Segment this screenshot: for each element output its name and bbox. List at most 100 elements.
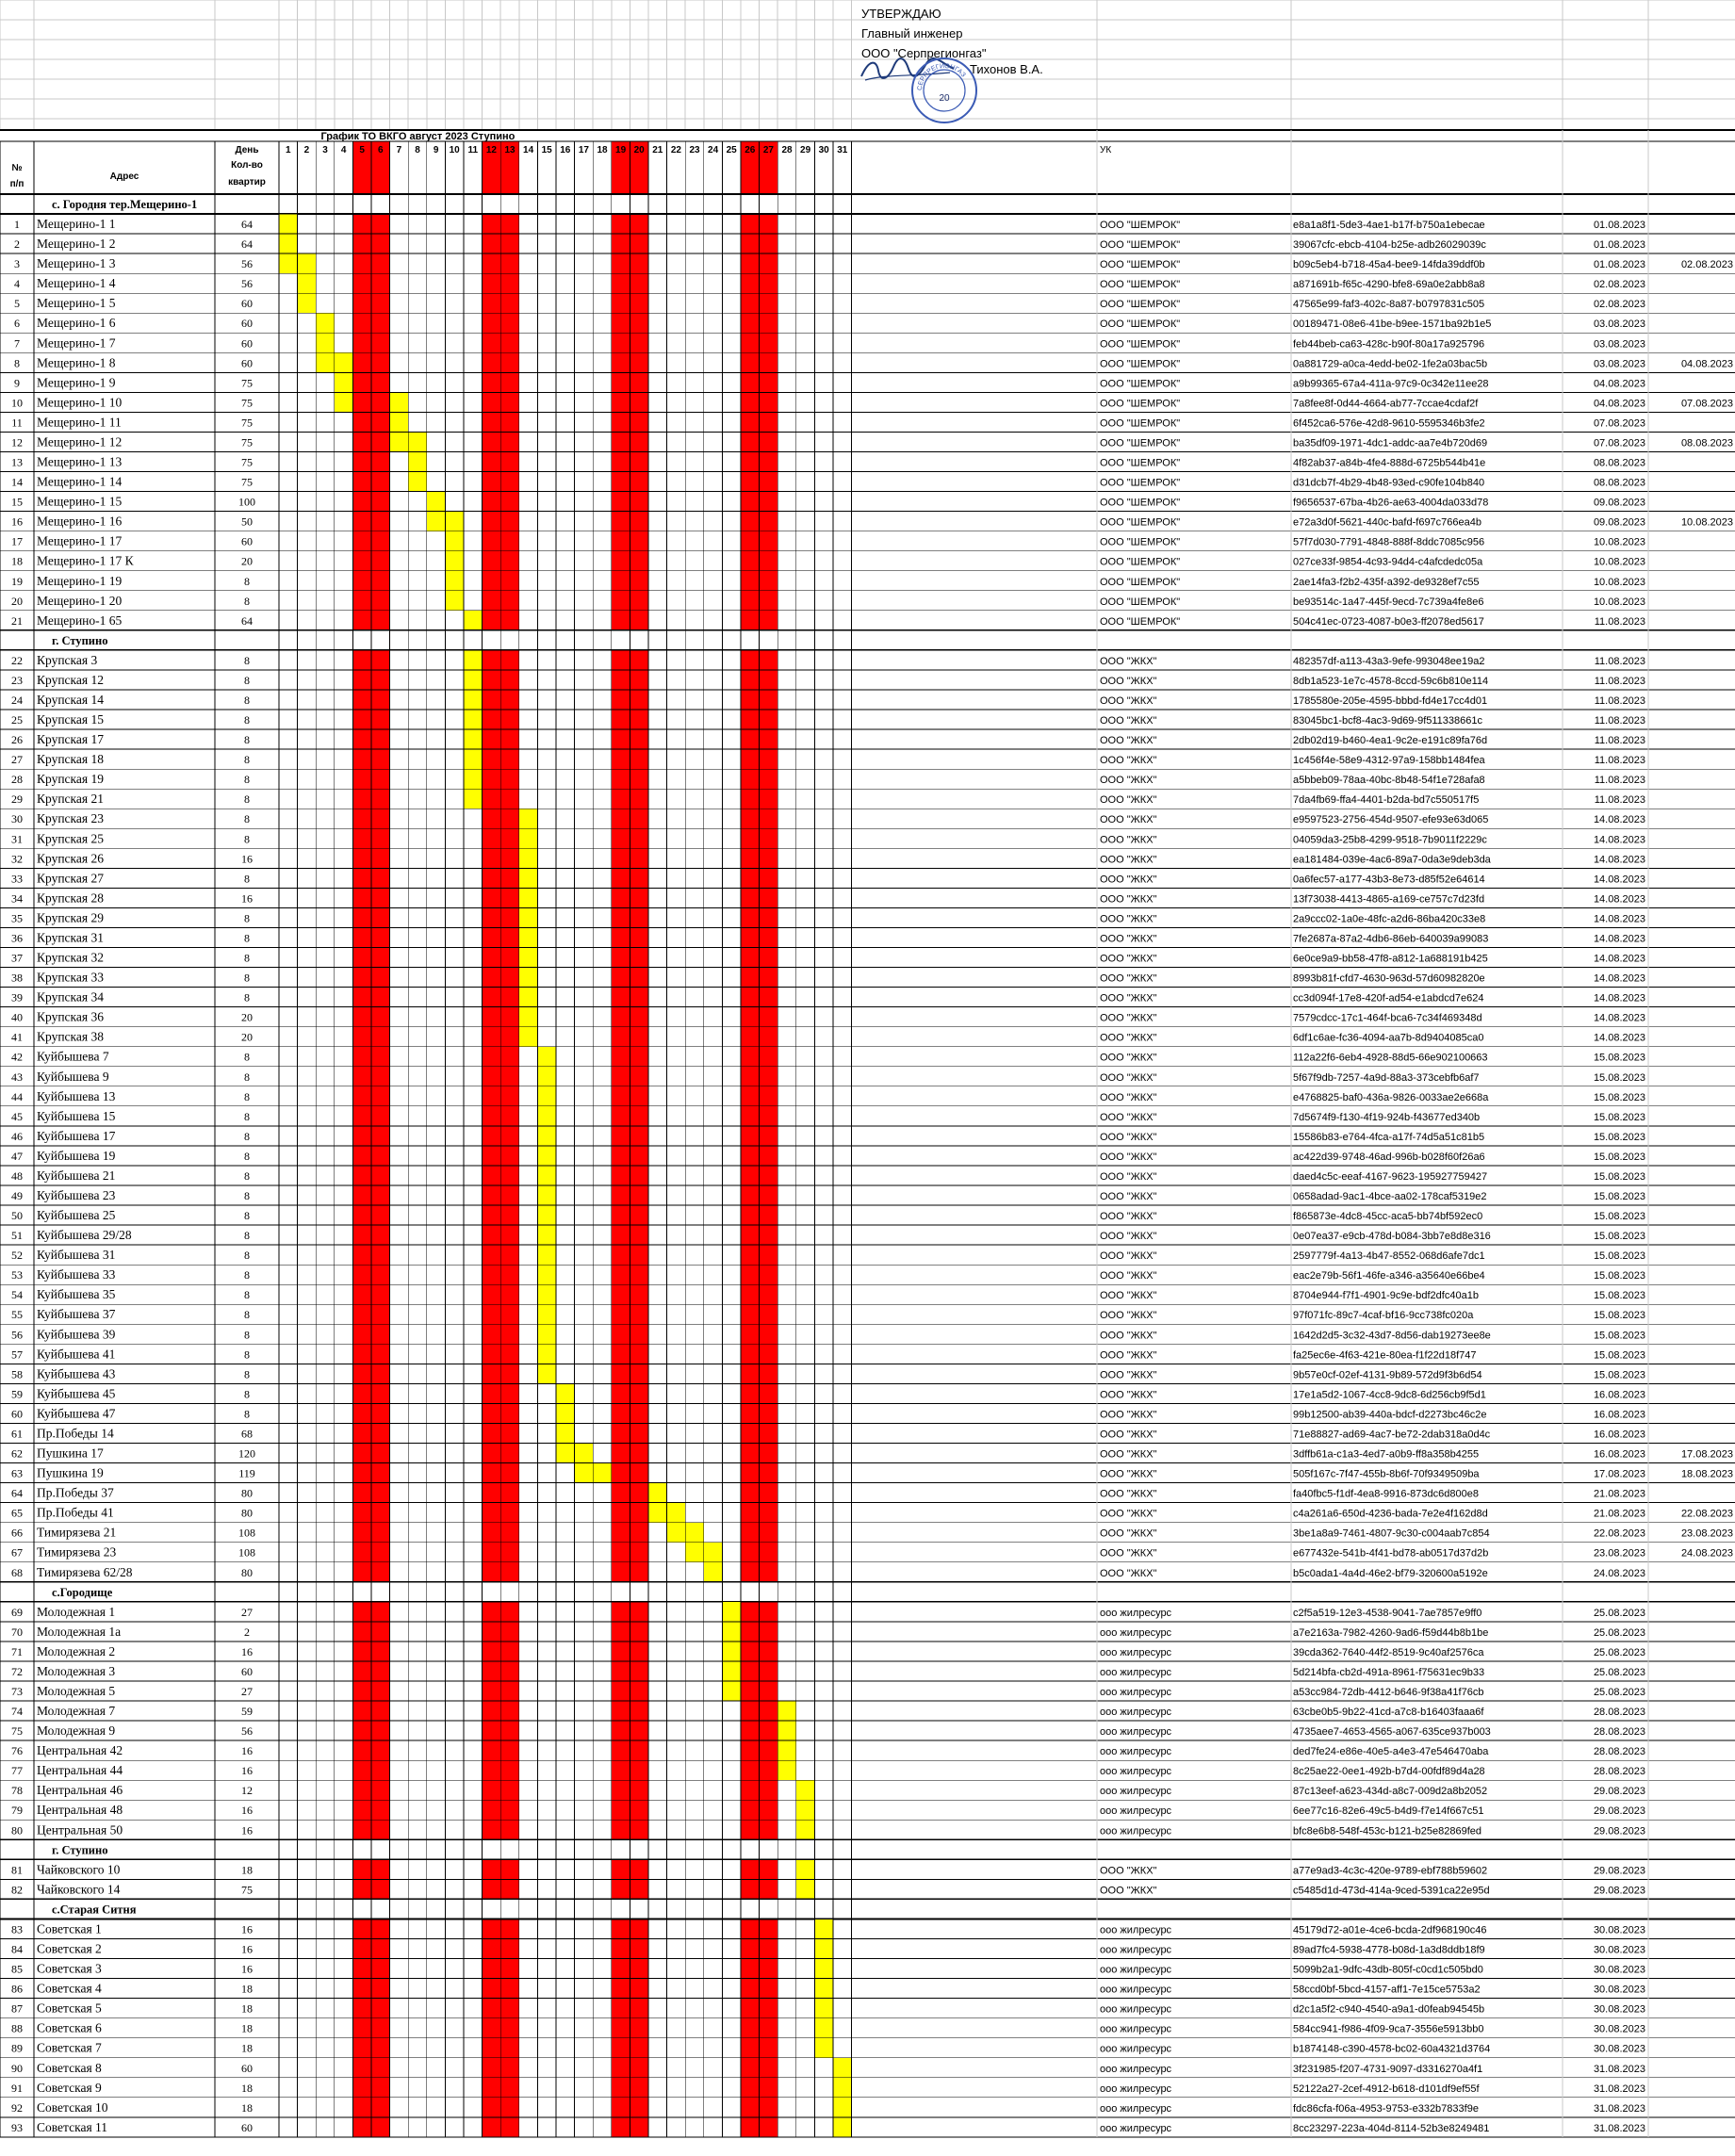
scheduled-cell — [685, 1522, 704, 1543]
row-number: 45 — [11, 1110, 23, 1123]
table-row: 49 Куйбышева 23 8 ООО "ЖКХ" 0658adad-9ac1-4b… — [11, 1185, 1645, 1206]
flats-cell: 64 — [241, 614, 253, 628]
scheduled-cell — [408, 432, 427, 452]
row-number: 9 — [14, 376, 20, 389]
row-number: 81 — [11, 1863, 23, 1876]
day-number-20: 20 — [634, 145, 646, 155]
date-cell: 15.08.2023 — [1594, 1171, 1645, 1183]
guid-cell: 0e07ea37-e9cb-478d-b084-3bb7e8d8e316 — [1293, 1231, 1491, 1242]
weekend-column-13 — [500, 141, 519, 2137]
table-row: 13 Мещерино-1 13 75 ООО "ШЕМРОК" 4f82ab37-a8… — [11, 451, 1645, 472]
section-title: с. Городня тер.Мещерино-1 — [52, 198, 197, 211]
date-cell: 15.08.2023 — [1594, 1112, 1645, 1123]
row-number: 15 — [11, 496, 23, 509]
address-cell: Крупская 25 — [37, 831, 104, 845]
table-row: 88 Советская 6 18 ооо жилресурс 584cc941-f98… — [11, 2017, 1645, 2038]
row-number: 31 — [11, 832, 23, 845]
date-cell: 29.08.2023 — [1594, 1786, 1645, 1797]
flats-cell: 16 — [241, 1963, 253, 1976]
table-row: 52 Куйбышева 31 8 ООО "ЖКХ" 2597779f-4a13-4b… — [11, 1245, 1645, 1266]
table-row: 46 Куйбышева 17 8 ООО "ЖКХ" 15586b83-e764-4f… — [11, 1125, 1645, 1146]
table-row: 8 Мещерино-1 8 60 ООО "ШЕМРОК" 0a881729-a0ca… — [14, 352, 1733, 373]
uk-cell: ООО "ЖКХ" — [1100, 1171, 1157, 1183]
uk-cell: ООО "ЖКХ" — [1100, 1489, 1157, 1500]
address-cell: Центральная 44 — [37, 1763, 123, 1777]
table-row: 39 Крупская 34 8 ООО "ЖКХ" cc3d094f-17e8-420… — [11, 987, 1645, 1007]
flats-cell: 8 — [244, 595, 250, 608]
scheduled-cell — [814, 1938, 833, 1959]
table-row: 14 Мещерино-1 14 75 ООО "ШЕМРОК" d31dcb7f-4b… — [11, 471, 1645, 492]
guid-cell: 63cbe0b5-9b22-41cd-a7c8-b16403faaa6f — [1293, 1707, 1484, 1718]
table-row: 93 Советская 11 60 ооо жилресурс 8cc23297-22… — [11, 2116, 1645, 2137]
scheduled-cell — [648, 1482, 667, 1503]
scheduled-cell — [722, 1681, 741, 1702]
guid-cell: b1874148-c390-4578-bc02-60a4321d3764 — [1293, 2044, 1490, 2055]
scheduled-cell — [389, 412, 409, 433]
row-number: 58 — [11, 1367, 23, 1380]
date-cell: 15.08.2023 — [1594, 1369, 1645, 1380]
date-cell: 15.08.2023 — [1594, 1231, 1645, 1242]
date-cell: 16.08.2023 — [1594, 1429, 1645, 1440]
uk-cell: ООО "ЖКХ" — [1100, 1152, 1157, 1163]
table-row: 58 Куйбышева 43 8 ООО "ЖКХ" 9b57e0cf-02ef-41… — [11, 1364, 1645, 1384]
address-cell: Куйбышева 21 — [37, 1168, 115, 1183]
uk-cell: ООО "ЖКХ" — [1100, 1053, 1157, 1064]
scheduled-cell — [537, 1046, 556, 1067]
flats-cell: 68 — [241, 1427, 253, 1440]
date-cell: 14.08.2023 — [1594, 993, 1645, 1004]
scheduled-cell — [537, 1284, 556, 1305]
address-cell: Мещерино-1 10 — [37, 395, 123, 409]
flats-cell: 8 — [244, 1070, 250, 1084]
weekend-column-27 — [759, 141, 778, 2137]
row-number: 40 — [11, 1011, 23, 1024]
address-cell: Крупская 23 — [37, 811, 104, 825]
row-number: 82 — [11, 1883, 23, 1896]
row-number: 54 — [11, 1288, 23, 1301]
address-cell: Крупская 28 — [37, 890, 104, 905]
uk-cell: ООО "ЖКХ" — [1100, 893, 1157, 905]
date-cell: 01.08.2023 — [1594, 239, 1645, 251]
scheduled-cell — [537, 1324, 556, 1345]
date-cell: 25.08.2023 — [1594, 1667, 1645, 1678]
table-row: 76 Центральная 42 16 ооо жилресурс ded7fe24-… — [11, 1740, 1645, 1761]
date-cell: 17.08.2023 — [1594, 1469, 1645, 1480]
address-cell: Мещерино-1 2 — [37, 237, 116, 251]
uk-cell: ООО "ЖКХ" — [1100, 656, 1157, 667]
address-cell: Крупская 31 — [37, 930, 104, 944]
date-cell: 14.08.2023 — [1594, 814, 1645, 825]
date2-cell: 02.08.2023 — [1681, 259, 1733, 270]
date-cell: 14.08.2023 — [1594, 1013, 1645, 1024]
address-cell: Молодежная 7 — [37, 1704, 115, 1718]
uk-cell: ооо жилресурс — [1100, 2004, 1172, 2016]
uk-cell: ООО "ЖКХ" — [1100, 1369, 1157, 1380]
row-number: 34 — [11, 891, 23, 905]
address-cell: Куйбышева 39 — [37, 1327, 116, 1341]
row-number: 5 — [14, 297, 20, 310]
row-number: 74 — [11, 1705, 23, 1718]
row-number: 89 — [11, 2042, 23, 2055]
address-cell: Мещерино-1 12 — [37, 434, 122, 449]
table-row: 55 Куйбышева 37 8 ООО "ЖКХ" 97f071fc-89c7-4c… — [11, 1304, 1645, 1325]
address-cell: Молодежная 5 — [37, 1684, 115, 1698]
flats-header-1: Кол-во — [231, 160, 263, 171]
flats-cell: 18 — [241, 2002, 253, 2016]
guid-cell: a77e9ad3-4c3c-420e-9789-ebf788b59602 — [1293, 1865, 1487, 1876]
scheduled-cell — [408, 451, 427, 472]
scheduled-cell — [297, 273, 317, 294]
scheduled-cell — [795, 1879, 815, 1900]
date-cell: 30.08.2023 — [1594, 1945, 1645, 1956]
scheduled-cell — [518, 947, 538, 968]
uk-cell: ООО "ЖКХ" — [1100, 1528, 1157, 1540]
uk-cell: ООО "ЖКХ" — [1100, 1132, 1157, 1143]
section-title: с.Городище — [52, 1586, 113, 1599]
uk-cell: ООО "ШЕМРОК" — [1100, 616, 1180, 628]
scheduled-cell — [316, 333, 335, 353]
date2-cell: 17.08.2023 — [1681, 1449, 1733, 1461]
guid-cell: 2ae14fa3-f2b2-435f-a392-de9328ef7c55 — [1293, 577, 1480, 588]
date-cell: 28.08.2023 — [1594, 1707, 1645, 1718]
row-number: 90 — [11, 2062, 23, 2075]
approval-signer: Тихонов В.А. — [970, 62, 1043, 76]
address-cell: Крупская 33 — [37, 971, 104, 985]
uk-cell: ООО "ЖКХ" — [1100, 1449, 1157, 1461]
uk-cell: ООО "ЖКХ" — [1100, 1509, 1157, 1520]
